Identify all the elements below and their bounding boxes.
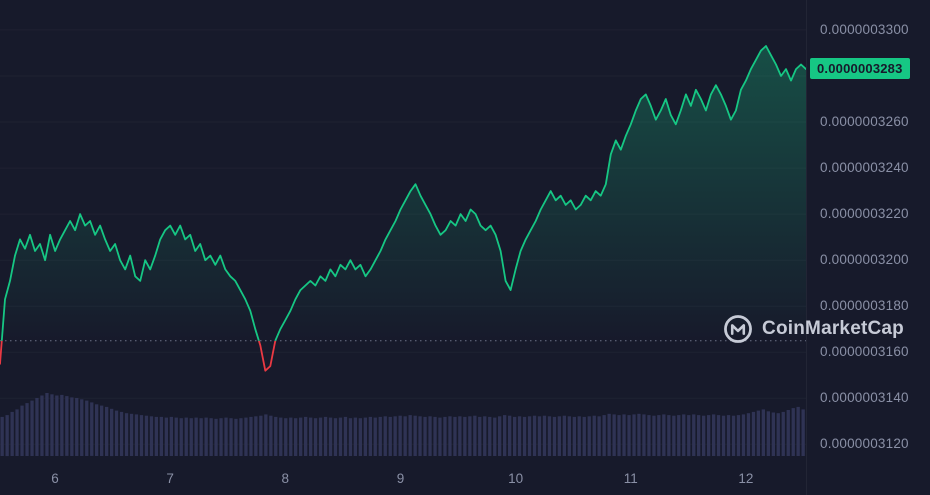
x-axis-label: 9 — [396, 471, 405, 486]
x-axis-label: 6 — [51, 471, 59, 486]
x-axis-label: 7 — [166, 471, 174, 486]
y-axis-label: 0.0000003180 — [820, 298, 909, 314]
y-axis-label: 0.0000003140 — [820, 390, 909, 406]
time-axis[interactable]: 6 7 8 9 10 11 12 — [0, 471, 806, 491]
y-axis-label: 0.0000003160 — [820, 344, 909, 360]
x-axis-label: 11 — [623, 471, 638, 486]
y-axis-label: 0.0000003240 — [820, 160, 909, 176]
y-axis-label: 0.0000003120 — [820, 436, 909, 452]
x-axis-label: 12 — [738, 471, 754, 486]
price-area-fill — [0, 46, 806, 341]
price-axis[interactable]: 0.0000003283 0.0000003300 0.0000003260 0.0… — [806, 0, 930, 495]
last-price-badge: 0.0000003283 — [810, 58, 910, 80]
y-axis-label: 0.0000003260 — [820, 114, 909, 130]
x-axis-label: 10 — [508, 471, 524, 486]
volume-bars — [0, 393, 805, 457]
y-axis-label: 0.0000003300 — [820, 21, 909, 37]
y-axis-label: 0.0000003200 — [820, 252, 909, 268]
x-axis-label: 8 — [281, 471, 290, 486]
price-line-up — [0, 45, 806, 341]
y-axis-label: 0.0000003220 — [820, 206, 909, 222]
